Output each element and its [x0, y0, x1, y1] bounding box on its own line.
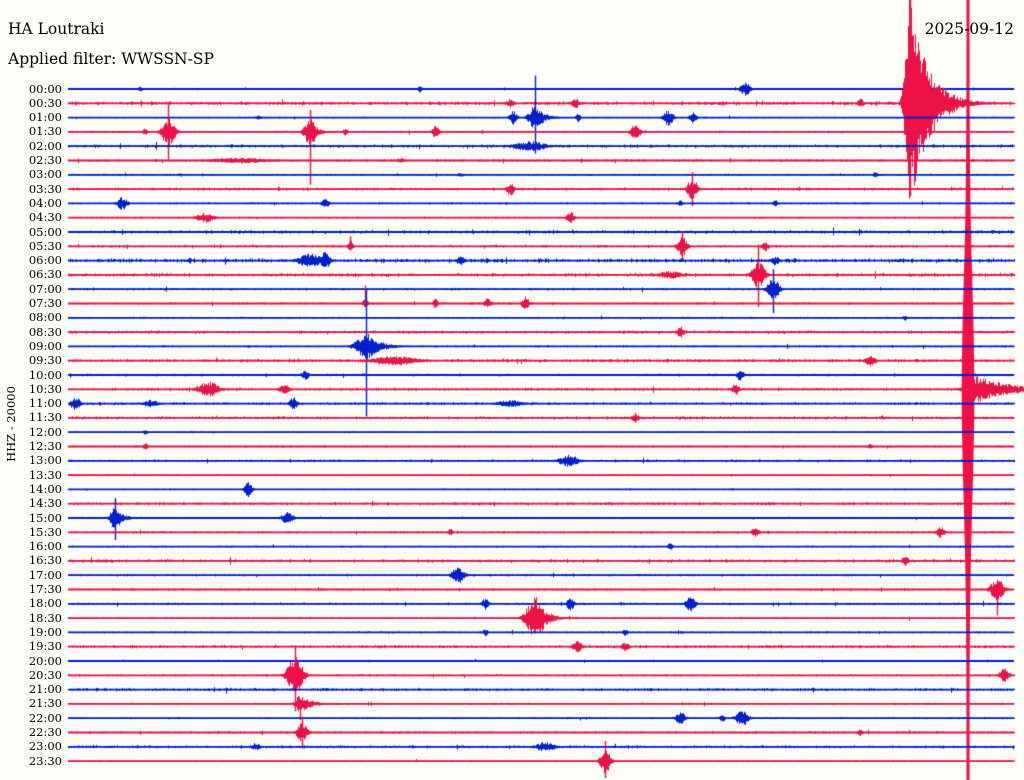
- time-label: 02:30: [28, 153, 62, 167]
- time-label: 20:00: [28, 653, 62, 668]
- time-label: 04:30: [28, 210, 62, 225]
- time-label: 23:00: [28, 739, 62, 754]
- time-label: 11:00: [28, 396, 62, 411]
- time-label: 13:00: [28, 453, 62, 468]
- time-label: 16:30: [28, 553, 62, 568]
- time-label: 09:30: [28, 353, 62, 368]
- time-label: 18:00: [28, 596, 62, 611]
- time-label: 08:30: [28, 324, 62, 339]
- time-label: 22:30: [28, 725, 62, 739]
- time-label: 19:30: [28, 639, 62, 654]
- time-label: 14:00: [28, 481, 62, 496]
- station-title: HA Loutraki: [8, 20, 105, 38]
- time-label: 12:00: [28, 424, 62, 439]
- time-label: 00:30: [28, 95, 62, 110]
- time-label: 05:30: [28, 238, 62, 253]
- time-label: 16:00: [28, 539, 62, 554]
- time-label: 02:00: [28, 138, 62, 153]
- time-label: 14:30: [28, 496, 62, 511]
- time-label: 07:00: [28, 281, 62, 296]
- time-label: 04:00: [28, 195, 62, 210]
- time-label: 05:00: [28, 224, 62, 239]
- date-label: 2025-09-12: [924, 20, 1014, 38]
- time-label: 03:30: [28, 181, 62, 196]
- time-label: 00:00: [28, 81, 62, 96]
- time-label: 12:30: [28, 439, 62, 453]
- time-label: 23:30: [28, 753, 62, 768]
- time-label: 22:00: [28, 710, 62, 725]
- time-label: 21:00: [28, 682, 62, 697]
- time-label: 17:30: [28, 582, 62, 596]
- time-label: 15:30: [28, 524, 62, 539]
- time-axis: 00:00 00:30 01:00 01:30 02:00 02:30 03:00 03:30…: [0, 0, 62, 780]
- time-label: 13:30: [28, 467, 62, 482]
- time-label: 06:30: [28, 267, 62, 282]
- time-label: 03:00: [28, 167, 62, 182]
- applied-filter-label: Applied filter: WWSSN-SP: [8, 50, 214, 68]
- time-label: 09:00: [28, 338, 62, 353]
- time-label: 10:00: [28, 367, 62, 382]
- time-label: 18:30: [28, 610, 62, 625]
- time-label: 19:00: [28, 624, 62, 639]
- time-label: 08:00: [28, 310, 62, 325]
- time-label: 10:30: [28, 381, 62, 396]
- time-label: 15:00: [28, 510, 62, 525]
- time-label: 07:30: [28, 296, 62, 310]
- time-label: 17:00: [28, 567, 62, 582]
- time-label: 06:00: [28, 253, 62, 268]
- time-label: 01:30: [28, 124, 62, 139]
- time-label: 20:30: [28, 667, 62, 682]
- time-label: 01:00: [28, 110, 62, 125]
- time-label: 11:30: [28, 410, 62, 425]
- time-label: 21:30: [28, 696, 62, 711]
